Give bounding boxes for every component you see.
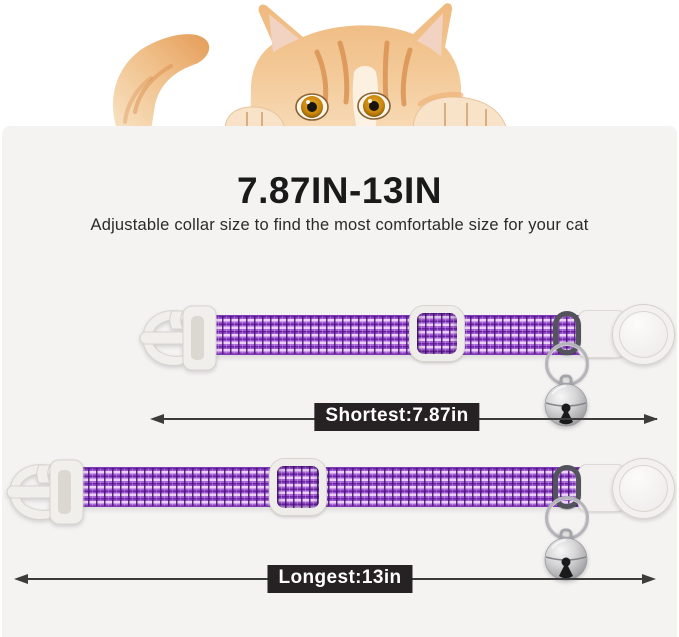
page-subtitle: Adjustable collar size to find the most …	[90, 216, 589, 234]
shortest-measurement-label: Shortest:7.87in	[314, 403, 480, 431]
cat-eyes	[295, 92, 391, 121]
arrow-head-right-icon	[642, 574, 656, 584]
strap-slider	[410, 306, 464, 361]
bell-icon	[544, 528, 588, 581]
bell-icon	[544, 374, 588, 427]
cat-tail	[112, 34, 210, 130]
buckle-icon	[6, 459, 84, 525]
cat-photo	[112, 3, 508, 130]
id-tag-disc	[612, 458, 675, 519]
cat-paws	[224, 91, 508, 130]
buckle-icon	[139, 305, 217, 371]
collar-strap	[198, 315, 616, 355]
strap-slider	[270, 459, 326, 515]
page-title: 7.87IN-13IN	[237, 170, 442, 211]
id-tag-disc	[612, 304, 675, 365]
arrow-head-left-icon	[150, 414, 164, 424]
cat-ear-inner-right	[417, 13, 443, 57]
arrow-head-right-icon	[644, 414, 658, 424]
cat-ear-inner-left	[269, 14, 299, 53]
collar-strap	[64, 467, 616, 507]
longest-measurement-label: Longest:13in	[267, 565, 413, 593]
arrow-head-left-icon	[14, 574, 28, 584]
